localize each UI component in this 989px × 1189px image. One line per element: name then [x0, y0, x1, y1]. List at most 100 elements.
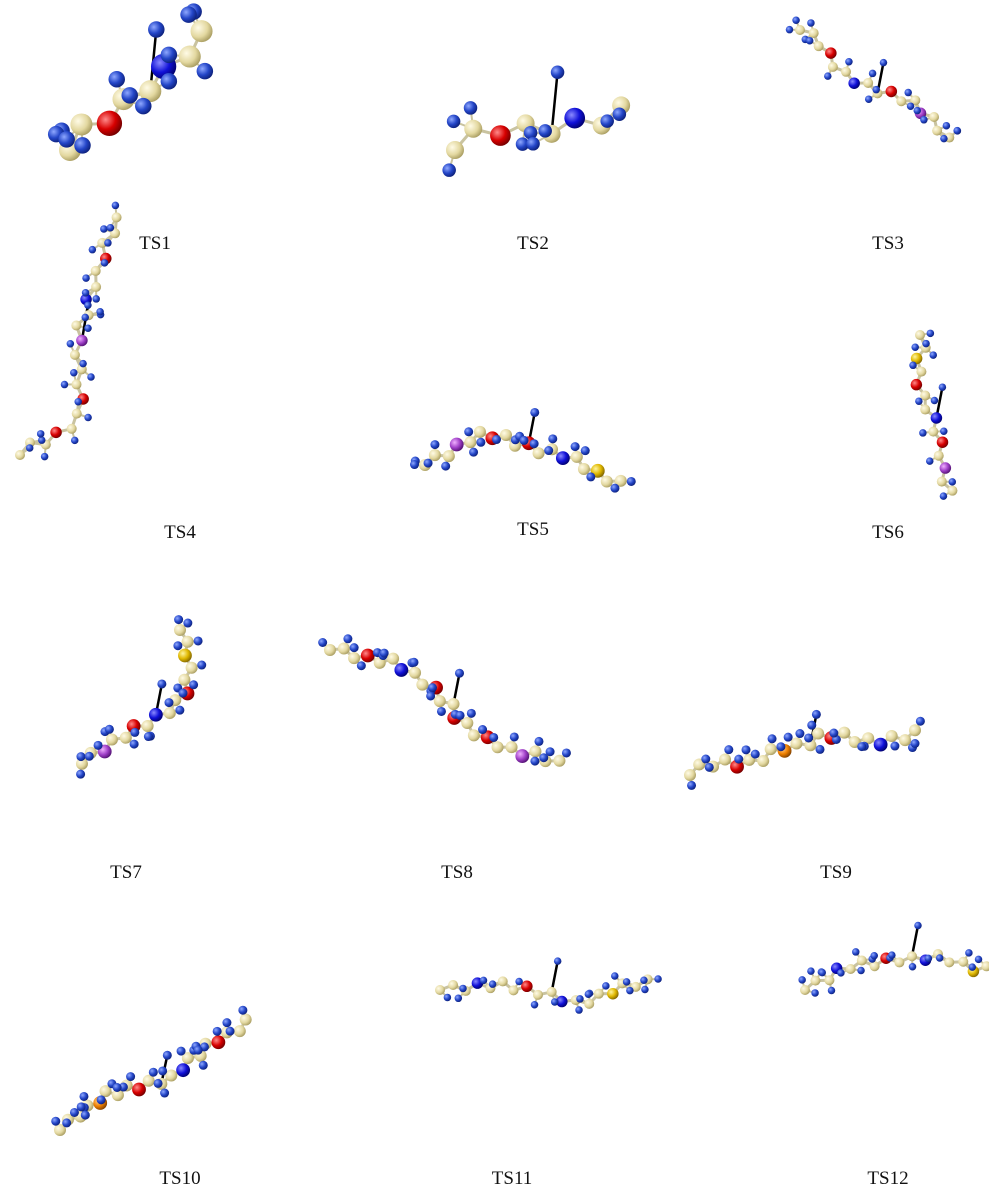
molecule — [48, 3, 213, 161]
panel-label: TS2 — [517, 233, 549, 254]
hydrogen — [163, 1051, 172, 1060]
hydrogen — [71, 437, 79, 445]
atoms — [51, 1006, 251, 1136]
hydrogen — [178, 689, 187, 698]
ts-bond — [552, 72, 558, 134]
atom — [863, 78, 873, 88]
hydrogen — [600, 114, 614, 128]
hydrogen — [177, 1047, 186, 1056]
atom — [846, 964, 856, 974]
panel-label: TS9 — [820, 862, 852, 883]
hydrogen — [350, 643, 359, 652]
atom — [443, 450, 455, 462]
atom — [838, 727, 850, 739]
atom — [824, 975, 834, 985]
hydrogen — [888, 951, 896, 959]
atoms — [684, 710, 925, 790]
hydrogen — [469, 448, 478, 457]
hydrogen — [430, 440, 439, 449]
hydrogen — [548, 434, 557, 443]
atom — [97, 111, 122, 136]
panel-label: TS11 — [492, 1168, 532, 1189]
atom — [490, 125, 511, 146]
hydrogen — [82, 289, 90, 297]
atom — [940, 462, 952, 474]
atoms — [76, 615, 206, 779]
atoms — [909, 330, 957, 500]
atom — [446, 141, 464, 159]
hydrogen — [447, 115, 461, 128]
hydrogen — [927, 330, 935, 338]
hydrogen — [84, 302, 92, 310]
atom — [179, 46, 201, 68]
hydrogen — [687, 781, 696, 790]
hydrogen — [845, 58, 853, 66]
molecule — [318, 634, 571, 767]
atom — [71, 320, 81, 330]
hydrogen — [914, 107, 922, 115]
hydrogen — [161, 47, 178, 64]
molecule — [909, 330, 957, 500]
labels: TS1TS2TS3TS4TS5TS6TS7TS8TS9TS10TS11TS12 — [110, 233, 908, 1189]
hydrogen — [546, 747, 555, 756]
hydrogen — [922, 340, 930, 348]
atom — [67, 424, 77, 434]
panel-label: TS10 — [159, 1168, 200, 1189]
atom — [324, 644, 336, 656]
hydrogen — [929, 351, 937, 359]
hydrogen — [940, 135, 948, 143]
atom — [812, 728, 824, 740]
hydrogen — [919, 429, 927, 437]
atom — [809, 28, 819, 38]
atom — [601, 476, 613, 488]
atom — [874, 738, 888, 752]
hydrogen — [58, 131, 75, 148]
atom — [394, 663, 408, 677]
hydrogen — [144, 732, 153, 741]
atom — [76, 335, 88, 347]
atom — [529, 745, 541, 757]
hydrogen — [194, 636, 203, 645]
atom — [338, 643, 350, 655]
hydrogen — [82, 314, 90, 322]
atom — [149, 708, 163, 722]
hydrogen — [627, 477, 636, 486]
hydrogen — [904, 89, 912, 97]
hydrogen — [939, 383, 947, 391]
atom — [886, 730, 898, 742]
hydrogen — [357, 661, 366, 670]
hydrogen — [829, 729, 838, 738]
hydrogen — [940, 492, 948, 500]
hydrogen — [455, 669, 464, 678]
hydrogen — [804, 733, 813, 742]
hydrogen — [865, 95, 873, 103]
hydrogen — [130, 728, 139, 737]
hydrogen — [641, 986, 649, 994]
hydrogen — [526, 137, 540, 151]
hydrogen — [94, 741, 103, 750]
atom — [533, 990, 543, 1000]
atom — [70, 113, 92, 135]
hydrogen — [74, 398, 82, 406]
hydrogen — [602, 982, 610, 990]
atom — [857, 956, 867, 966]
atom — [447, 698, 459, 710]
hydrogen — [97, 1095, 106, 1104]
atom — [506, 741, 518, 753]
hydrogen — [84, 324, 92, 332]
hydrogen — [478, 725, 487, 734]
hydrogen — [510, 732, 519, 741]
hydrogen — [857, 967, 865, 975]
hydrogen — [724, 745, 733, 754]
hydrogen — [107, 224, 115, 232]
atom — [416, 679, 428, 691]
hydrogen — [197, 63, 214, 80]
hydrogen — [489, 980, 497, 988]
hydrogen — [108, 71, 125, 88]
panel-label: TS7 — [110, 862, 142, 883]
atom — [186, 662, 198, 674]
hydrogen — [160, 1089, 169, 1098]
hydrogen — [130, 740, 139, 749]
hydrogen — [76, 752, 85, 761]
hydrogen — [476, 438, 485, 447]
